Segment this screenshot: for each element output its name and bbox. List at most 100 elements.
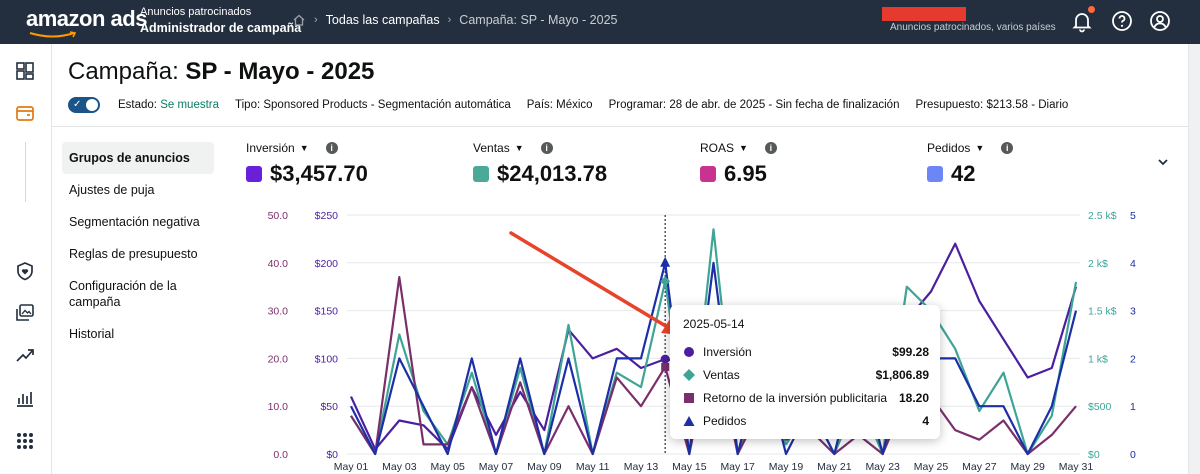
shield-icon[interactable]: [14, 260, 36, 282]
y-tick-label-sales: 1.5 k$: [1088, 306, 1117, 318]
chevron-right-icon: ›: [447, 14, 452, 26]
annotation-arrow: [509, 231, 671, 330]
x-tick-label: May 11: [576, 461, 610, 473]
y-tick-label-spend: $250: [315, 210, 339, 222]
budget-field[interactable]: Presupuesto: $213.58 - Diario: [915, 99, 1069, 111]
campaign-status-toggle[interactable]: ✓: [68, 97, 100, 113]
status-value: Se muestra: [160, 99, 220, 111]
hover-point-spend: [660, 354, 670, 364]
info-icon[interactable]: i: [1001, 142, 1014, 154]
chart-tooltip: 2025-05-14 Inversión $99.28 Ventas $1,806.…: [670, 305, 940, 439]
metric-swatch: [927, 166, 943, 182]
dashboard-icon[interactable]: [14, 60, 36, 82]
breadcrumb-current-campaign: Campaña: SP - Mayo - 2025: [459, 13, 618, 27]
metric-sales: Ventas ▼ i $24,013.78: [473, 141, 607, 187]
nav-item-campaign-settings[interactable]: Configuración de la campaña: [69, 279, 177, 309]
campaigns-wallet-icon[interactable]: [14, 102, 36, 124]
metric-value: $3,457.70: [270, 161, 368, 186]
x-tick-label: May 15: [672, 461, 707, 473]
triangle-marker-icon: [683, 416, 695, 426]
y-tick-label-sales: 2.5 k$: [1088, 210, 1117, 222]
y-tick-label-spend: $50: [320, 401, 338, 413]
x-tick-label: May 03: [382, 461, 417, 473]
series-line-sales: [350, 228, 1078, 456]
status-field: Estado: Se muestra: [118, 99, 220, 111]
y-tick-label-orders: 4: [1130, 258, 1136, 270]
y-tick-label-spend: $150: [315, 306, 339, 318]
metric-orders: Pedidos ▼ i 42: [927, 141, 1014, 187]
type-field: Tipo: Sponsored Products - Segmentación …: [235, 99, 511, 111]
page-scrollbar[interactable]: [1188, 44, 1200, 474]
top-bar: amazon ads Anuncios patrocinados Adminis…: [0, 0, 1200, 44]
budget-value: $213.58 - Diario: [986, 99, 1069, 111]
info-icon[interactable]: i: [540, 142, 553, 154]
x-tick-label: May 05: [430, 461, 465, 473]
metric-value: 42: [951, 161, 976, 186]
campaign-name: SP - Mayo - 2025: [185, 58, 375, 85]
metric-roas: ROAS ▼ i 6.95: [700, 141, 777, 187]
nav-item-negative-targeting[interactable]: Segmentación negativa: [69, 215, 200, 229]
left-rail: [0, 44, 52, 474]
media-library-icon[interactable]: [14, 302, 36, 324]
user-account-icon[interactable]: [1148, 9, 1172, 33]
tooltip-row-roas: Retorno de la inversión publicitaria 18.2…: [683, 391, 929, 405]
nav-item-budget-rules[interactable]: Reglas de presupuesto: [69, 247, 198, 261]
y-tick-label-spend: $200: [315, 258, 339, 270]
y-tick-label-spend: $0: [326, 449, 338, 461]
country-value: México: [556, 99, 593, 111]
nav-item-ad-groups[interactable]: Grupos de anuncios: [62, 142, 214, 174]
reports-bar-icon[interactable]: [14, 387, 36, 409]
metric-selector[interactable]: ROAS ▼ i: [700, 141, 777, 155]
hover-point-roas: [661, 363, 670, 372]
metric-selector[interactable]: Pedidos ▼ i: [927, 141, 1014, 155]
schedule-value: 28 de abr. de 2025 - Sin fecha de finali…: [669, 99, 900, 111]
info-icon[interactable]: i: [764, 142, 777, 154]
info-icon[interactable]: i: [325, 142, 338, 154]
x-tick-label: May 07: [479, 461, 514, 473]
metric-swatch: [246, 166, 262, 182]
help-icon[interactable]: [1110, 9, 1134, 33]
x-tick-label: May 27: [962, 461, 997, 473]
apps-grid-icon[interactable]: [14, 430, 36, 452]
metric-selector[interactable]: Ventas ▼ i: [473, 141, 607, 155]
bell-icon[interactable]: [1070, 9, 1094, 33]
y-tick-label-orders: 5: [1130, 210, 1136, 222]
series-line-orders: [350, 261, 1078, 456]
nav-item-bid-adjustments[interactable]: Ajustes de puja: [69, 183, 155, 197]
type-value: Sponsored Products - Segmentación automá…: [263, 99, 511, 111]
tooltip-row-sales: Ventas $1,806.89: [683, 368, 929, 382]
notification-badge: [1087, 5, 1096, 14]
page-title: Campaña: SP - Mayo - 2025: [68, 58, 374, 86]
chevron-down-icon: ▼: [514, 143, 524, 153]
y-tick-label-sales: 2 k$: [1088, 258, 1108, 270]
product-switcher[interactable]: Anuncios patrocinados Administrador de c…: [140, 6, 301, 35]
x-tick-label: May 31: [1059, 461, 1094, 473]
schedule-field[interactable]: Programar: 28 de abr. de 2025 - Sin fech…: [608, 99, 900, 111]
tooltip-date: 2025-05-14: [683, 317, 745, 331]
y-tick-label-roas: 40.0: [268, 258, 289, 270]
chevron-down-icon: ▼: [975, 143, 985, 153]
logo-smile-icon: [29, 31, 77, 38]
check-icon: ✓: [73, 99, 82, 110]
breadcrumb-all-campaigns[interactable]: Todas las campañas: [325, 13, 440, 27]
metric-spend: Inversión ▼ i $3,457.70: [246, 141, 368, 187]
chevron-down-icon: ▼: [299, 143, 309, 153]
amazon-ads-logo[interactable]: amazon ads: [26, 6, 147, 31]
account-name-redacted[interactable]: [882, 7, 966, 21]
y-tick-label-orders: 2: [1130, 353, 1136, 365]
chevron-down-icon: ▼: [739, 143, 748, 153]
campaign-meta: ✓ Estado: Se muestra Tipo: Sponsored Pro…: [68, 97, 1068, 113]
page-title-prefix: Campaña:: [68, 58, 186, 85]
x-tick-label: May 19: [769, 461, 804, 473]
y-tick-label-spend: $100: [315, 353, 339, 365]
trending-up-icon[interactable]: [14, 344, 36, 366]
y-tick-label-roas: 20.0: [268, 353, 289, 365]
nav-item-history[interactable]: Historial: [69, 327, 115, 341]
y-tick-label-roas: 50.0: [268, 210, 289, 222]
chevron-down-icon[interactable]: [1156, 155, 1170, 169]
hover-point-orders: [660, 256, 671, 267]
y-tick-label-roas: 30.0: [268, 306, 289, 318]
y-tick-label-sales: $500: [1088, 401, 1112, 413]
home-icon[interactable]: [292, 13, 306, 27]
metric-selector[interactable]: Inversión ▼ i: [246, 141, 368, 155]
